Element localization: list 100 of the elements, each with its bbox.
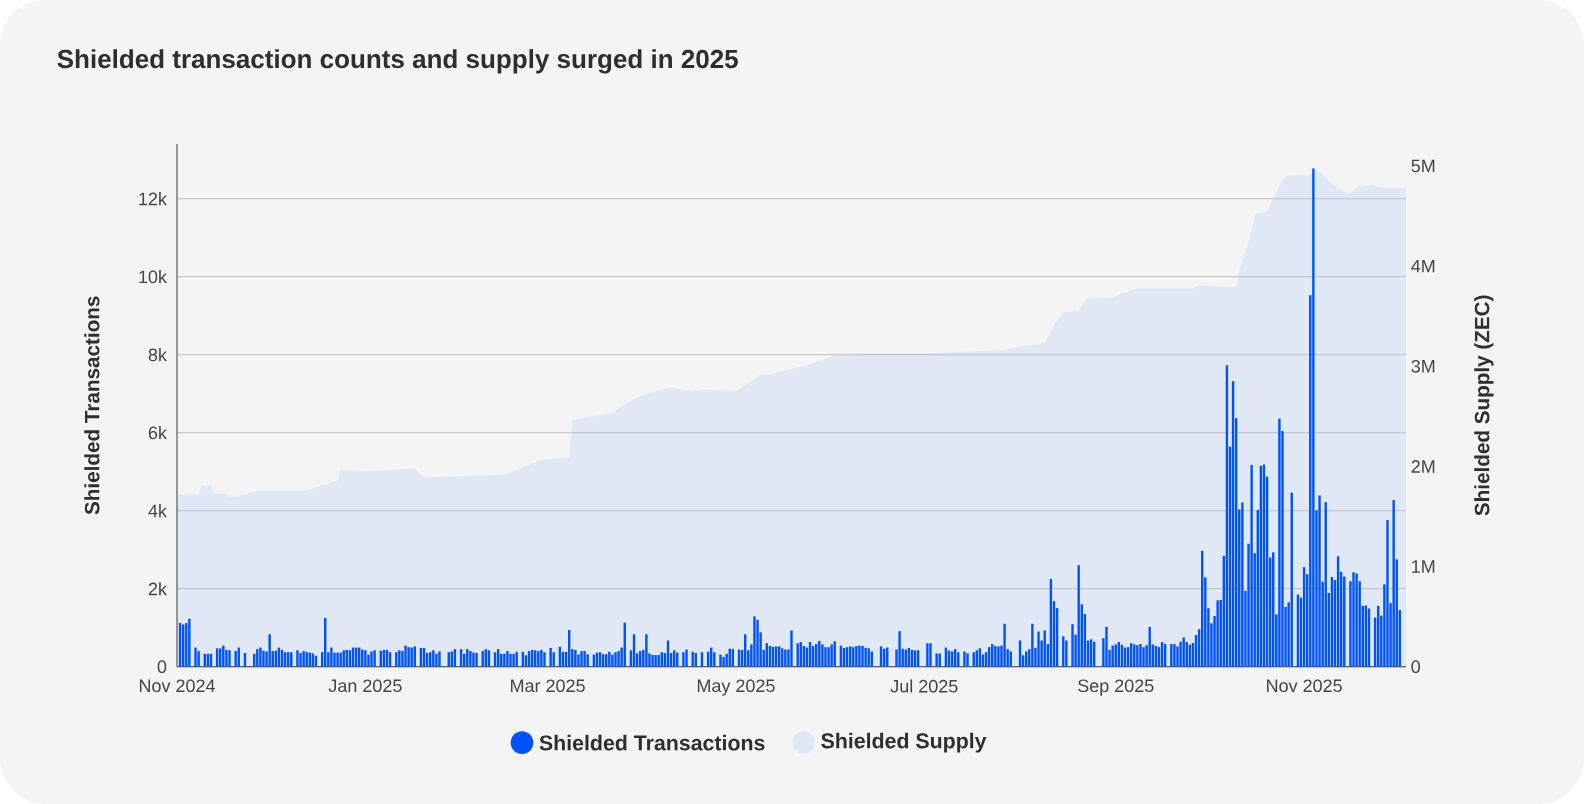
y2-tick-label: 3M xyxy=(1411,359,1435,373)
bar xyxy=(577,654,580,667)
y2-tick-label: 4M xyxy=(1411,259,1435,273)
bar xyxy=(1182,637,1185,667)
bar xyxy=(614,652,617,667)
x-tick-label: Jan 2025 xyxy=(328,679,402,693)
bar xyxy=(966,653,969,667)
bar xyxy=(543,652,546,667)
bar xyxy=(194,647,197,667)
bar xyxy=(790,630,793,667)
bar xyxy=(685,649,688,667)
bar xyxy=(438,651,441,667)
bar xyxy=(756,619,759,667)
y2-tick-label: 1M xyxy=(1412,560,1435,573)
bar xyxy=(234,651,237,667)
bar xyxy=(296,650,299,667)
bar xyxy=(1176,646,1179,667)
bar xyxy=(333,652,336,667)
bar xyxy=(1352,572,1355,667)
bar xyxy=(336,652,339,667)
bar xyxy=(1031,623,1034,667)
bar xyxy=(1355,573,1358,667)
bar xyxy=(1139,644,1142,667)
y-tick-label: 2k xyxy=(148,582,167,596)
bar xyxy=(330,647,333,667)
bar xyxy=(818,640,821,667)
bar xyxy=(512,653,515,667)
bar xyxy=(1179,641,1182,667)
bar xyxy=(1173,644,1176,667)
bar xyxy=(197,651,200,667)
bar xyxy=(611,654,614,667)
bar xyxy=(509,653,512,667)
bar xyxy=(188,618,191,667)
y-axis-title: Shielded Transactions xyxy=(84,296,100,515)
x-tick-label: Jul 2025 xyxy=(890,679,958,693)
bar xyxy=(373,650,376,667)
bar xyxy=(1170,644,1173,667)
y-tick-label: 8k xyxy=(148,348,167,362)
bar xyxy=(719,654,722,667)
legend-label: Shielded Transactions xyxy=(539,734,765,751)
bar xyxy=(753,616,756,667)
bar xyxy=(475,653,478,667)
bar xyxy=(1312,168,1315,667)
bar xyxy=(858,645,861,667)
bar xyxy=(645,634,648,667)
bar xyxy=(302,651,305,667)
y-tick-label: 4k xyxy=(148,504,167,518)
y2-tick-label: 5M xyxy=(1411,159,1435,173)
bar xyxy=(404,645,407,667)
legend-label: Shielded Supply xyxy=(821,732,987,753)
x-tick-label: May 2025 xyxy=(697,679,775,696)
y-tick-label: 0 xyxy=(157,660,167,674)
bar xyxy=(682,652,685,667)
bar xyxy=(963,651,966,667)
bar xyxy=(1386,520,1389,667)
bar xyxy=(722,656,725,667)
bar xyxy=(540,649,543,667)
x-tick-label: Nov 2024 xyxy=(139,679,215,693)
x-tick-label: Nov 2025 xyxy=(1267,679,1342,693)
bar xyxy=(515,651,518,667)
y2-tick-label: 0 xyxy=(1411,660,1421,674)
bar xyxy=(472,652,475,667)
y-tick-label: 12k xyxy=(139,192,167,206)
bar xyxy=(506,651,509,667)
y-tick-label: 10k xyxy=(139,270,167,284)
y2-axis-title: Shielded Supply (ZEC) xyxy=(1474,295,1494,516)
bar xyxy=(1077,565,1080,667)
bar xyxy=(713,652,716,667)
bar xyxy=(1250,465,1253,667)
bar xyxy=(827,647,830,667)
y-tick-label: 6k xyxy=(148,426,167,440)
bar xyxy=(725,653,728,667)
bar xyxy=(370,651,373,667)
bar xyxy=(929,643,932,667)
x-tick-label: Mar 2025 xyxy=(511,679,585,693)
bar xyxy=(824,647,827,667)
bar xyxy=(228,650,231,667)
bar xyxy=(262,650,265,667)
bar xyxy=(1071,624,1074,667)
chart-title: Shielded transaction counts and supply surged in 2025 xyxy=(57,49,738,74)
bar xyxy=(225,649,228,667)
bar xyxy=(1241,502,1244,667)
bar xyxy=(1037,631,1040,667)
bar xyxy=(617,651,620,667)
bar xyxy=(435,653,438,667)
bar xyxy=(898,631,901,667)
bar xyxy=(1392,500,1395,667)
bar xyxy=(1065,640,1068,667)
bar xyxy=(1142,647,1145,667)
bar xyxy=(1105,626,1108,667)
bar xyxy=(1003,623,1006,667)
bar xyxy=(926,643,929,667)
bar xyxy=(1278,418,1281,667)
bar xyxy=(580,651,583,667)
x-tick-label: Sep 2025 xyxy=(1078,679,1154,696)
bar xyxy=(268,634,271,667)
bar xyxy=(861,645,864,667)
bar xyxy=(407,647,410,667)
bar xyxy=(651,654,654,667)
bar xyxy=(367,654,370,667)
